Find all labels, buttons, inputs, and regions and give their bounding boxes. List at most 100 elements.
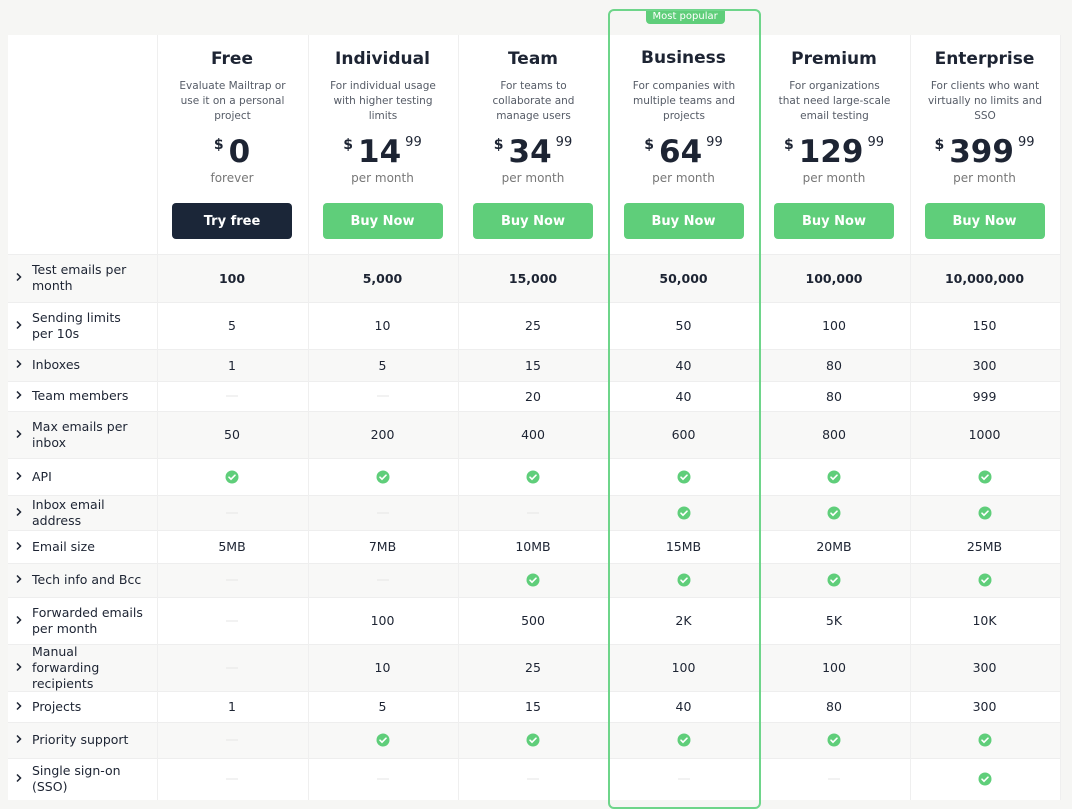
- feature-value: 5,000: [362, 270, 403, 286]
- plan-period: per month: [351, 171, 414, 185]
- feature-row: [8, 597, 1060, 644]
- feature-value: 20: [525, 388, 541, 404]
- feature-value: 40: [675, 357, 692, 373]
- check-icon: [677, 506, 690, 519]
- expand-chevron[interactable]: [14, 662, 24, 672]
- feature-row: [8, 758, 1060, 800]
- feature-value: 5: [378, 357, 387, 373]
- check-icon: [978, 573, 991, 587]
- feature-value: 100: [370, 613, 395, 628]
- feature-row: [8, 458, 1060, 495]
- dash-icon: [226, 667, 238, 668]
- feature-value: 25: [525, 318, 541, 333]
- check-icon: [827, 733, 841, 747]
- plan-button[interactable]: Buy Now: [322, 203, 443, 239]
- feature-value: 15: [525, 357, 541, 373]
- feature-value: 300: [972, 699, 997, 714]
- dash-icon: [226, 395, 238, 397]
- feature-value: 80: [826, 699, 842, 714]
- dash-icon: [527, 778, 539, 780]
- expand-chevron[interactable]: [14, 359, 24, 369]
- popular-badge: Most popular: [645, 9, 725, 24]
- feature-value: 5MB: [218, 539, 246, 554]
- feature-label: Tech info and Bcc: [32, 572, 142, 587]
- plan-period: per month: [953, 171, 1016, 185]
- feature-label: Inbox email address: [32, 496, 105, 528]
- dash-icon: [376, 395, 389, 397]
- plan-price: $129 99: [759, 135, 909, 169]
- dash-icon: [376, 579, 389, 581]
- expand-chevron[interactable]: [14, 507, 24, 517]
- price-cents: 99: [555, 135, 573, 150]
- plan-price: $14 99: [308, 135, 458, 169]
- plan-name: Individual: [335, 49, 430, 69]
- check-icon: [978, 733, 991, 747]
- plan-period: per month: [652, 171, 715, 185]
- plan-button[interactable]: Buy Now: [623, 203, 744, 239]
- feature-label: Sending limits per 10s: [32, 309, 121, 341]
- price-cents: 99: [867, 135, 884, 150]
- check-icon: [978, 506, 991, 519]
- currency: $: [493, 137, 504, 153]
- plan-name: Enterprise: [934, 49, 1035, 69]
- plan-description: For organizations that need large-scale …: [778, 80, 891, 122]
- expand-chevron[interactable]: [14, 701, 24, 711]
- plan-button[interactable]: Try free: [172, 203, 292, 239]
- check-icon: [526, 573, 540, 587]
- feature-value: 300: [972, 357, 997, 373]
- plan-button[interactable]: Buy Now: [924, 203, 1045, 239]
- feature-value: 15,000: [508, 270, 558, 286]
- feature-row: [8, 349, 1060, 381]
- feature-value: 600: [671, 427, 696, 442]
- feature-label: Inboxes: [32, 357, 81, 372]
- feature-row: [8, 381, 1060, 411]
- feature-value: 10,000,000: [944, 270, 1025, 286]
- feature-value: 20MB: [816, 539, 852, 554]
- feature-value: 10: [374, 660, 391, 675]
- feature-value: 1: [228, 357, 236, 373]
- expand-chevron[interactable]: [14, 734, 24, 744]
- feature-value: 100: [218, 270, 246, 286]
- feature-value: 1000: [968, 427, 1001, 442]
- check-icon: [827, 506, 841, 519]
- feature-value: 80: [826, 357, 842, 373]
- expand-chevron[interactable]: [14, 574, 24, 584]
- price-cents: 99: [706, 135, 723, 150]
- feature-label: Email size: [32, 538, 95, 554]
- check-icon: [526, 470, 540, 483]
- expand-chevron[interactable]: [14, 390, 24, 400]
- expand-chevron[interactable]: [14, 541, 24, 551]
- dash-icon: [226, 512, 238, 513]
- expand-chevron[interactable]: [14, 272, 24, 282]
- expand-chevron[interactable]: [14, 471, 24, 481]
- currency: $: [644, 137, 655, 153]
- feature-value: 5: [228, 318, 236, 333]
- feature-label: Forwarded emails per month: [32, 604, 143, 636]
- plan-button[interactable]: Buy Now: [473, 203, 593, 239]
- expand-chevron[interactable]: [14, 320, 24, 330]
- feature-row: [8, 644, 1060, 691]
- feature-value: 40: [675, 388, 692, 404]
- feature-value: 800: [822, 427, 846, 442]
- plan-button[interactable]: Buy Now: [774, 203, 894, 239]
- plan-price: $64 99: [609, 135, 759, 169]
- feature-row: [8, 691, 1060, 722]
- column-divider: [307, 35, 309, 800]
- feature-value: 25: [525, 660, 541, 675]
- check-icon: [677, 573, 690, 587]
- plan-description: For individual usage with higher testing…: [330, 80, 436, 122]
- plan-price: $399 99: [910, 135, 1060, 169]
- plan-period: per month: [501, 171, 565, 185]
- currency: $: [783, 137, 794, 153]
- check-icon: [677, 733, 690, 747]
- expand-chevron[interactable]: [14, 615, 24, 625]
- check-icon: [827, 470, 841, 483]
- feature-row: [8, 254, 1060, 302]
- feature-label: Single sign-on (SSO): [32, 763, 121, 794]
- price-dollars: 0: [228, 134, 251, 170]
- check-icon: [677, 470, 690, 483]
- expand-chevron[interactable]: [14, 773, 24, 783]
- expand-chevron[interactable]: [14, 429, 24, 439]
- feature-value: 2K: [675, 613, 692, 628]
